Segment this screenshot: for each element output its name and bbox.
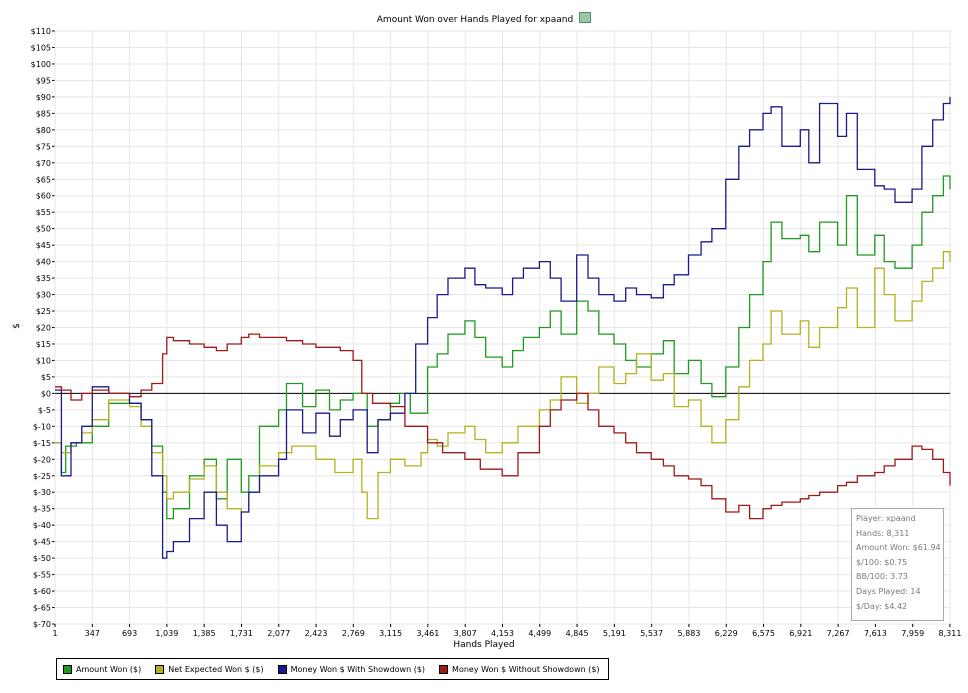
x-tick-label: 1,385: [193, 629, 216, 638]
legend-swatch: [155, 664, 165, 674]
y-tick-label: $15: [36, 340, 51, 349]
y-tick-label: $-40: [33, 521, 51, 530]
x-tick-label: 347: [85, 629, 100, 638]
chart-title: Amount Won over Hands Played for xpaand: [0, 12, 968, 25]
x-tick-label: 6,229: [715, 629, 738, 638]
series-line-2: [55, 251, 951, 520]
y-tick-label: $40: [36, 258, 51, 267]
series-line-3: [55, 96, 951, 559]
y-tick-label: $-70: [33, 620, 51, 629]
y-tick-label: $60: [36, 192, 51, 201]
x-tick-label: 5,883: [678, 629, 701, 638]
x-tick-label: 5,537: [640, 629, 663, 638]
x-tick-label: 3,807: [454, 629, 477, 638]
x-tick-label: 5,191: [603, 629, 626, 638]
x-tick-label: 6,921: [789, 629, 812, 638]
x-tick-label: 7,959: [901, 629, 924, 638]
y-tick-label: $110: [31, 27, 51, 36]
y-tick-label: $-10: [33, 422, 51, 431]
y-tick-label: $-5: [38, 406, 51, 415]
chart-options-icon[interactable]: [579, 12, 592, 23]
y-tick-label: $-65: [33, 604, 51, 613]
x-tick-label: 4,845: [566, 629, 589, 638]
y-tick-label: $95: [36, 76, 51, 85]
x-tick-label: 1,731: [230, 629, 253, 638]
stat-bb-100: BB/100: 3.73: [856, 572, 908, 582]
x-tick-label: 4,153: [491, 629, 514, 638]
y-tick-label: $75: [36, 142, 51, 151]
y-tick-label: $30: [36, 291, 51, 300]
y-tick-label: $55: [36, 208, 51, 217]
stat-player: Player: xpaand: [856, 514, 916, 523]
legend-swatch: [277, 664, 287, 674]
y-tick-label: $-45: [33, 538, 51, 547]
legend-item-without-showdown[interactable]: Money Won $ Without Showdown ($): [439, 664, 600, 674]
x-tick-label: 3,461: [416, 629, 439, 638]
legend-item-net-expected[interactable]: Net Expected Won $ ($): [155, 664, 264, 674]
y-tick-label: $-55: [33, 571, 51, 580]
x-tick-label: 1: [52, 629, 57, 638]
x-tick-label: 1,039: [155, 629, 178, 638]
x-tick-label: 7,613: [864, 629, 887, 638]
y-tick-label: $0: [41, 389, 51, 398]
y-axis-label: $: [11, 323, 22, 329]
y-tick-label: $-20: [33, 455, 51, 464]
stat-amount-won: Amount Won: $61.94: [856, 543, 941, 553]
y-tick-label: $-35: [33, 505, 51, 514]
y-tick-label: $-60: [33, 587, 51, 596]
y-tick-label: $85: [36, 109, 51, 118]
x-axis-label: Hands Played: [453, 640, 515, 650]
y-tick-label: $-30: [33, 488, 51, 497]
y-tick-label: $-50: [33, 554, 51, 563]
y-tick-label: $25: [36, 307, 51, 316]
x-tick-label: 7,267: [827, 629, 850, 638]
y-tick-label: $105: [31, 43, 51, 52]
x-tick-label: 8,311: [939, 629, 962, 638]
y-tick-label: $10: [36, 356, 51, 365]
y-tick-label: $20: [36, 324, 51, 333]
y-tick-label: $65: [36, 175, 51, 184]
x-tick-label: 2,769: [342, 629, 365, 638]
x-tick-label: 4,499: [528, 629, 551, 638]
x-tick-label: 693: [122, 629, 137, 638]
y-tick-label: $90: [36, 93, 51, 102]
y-tick-label: $35: [36, 274, 51, 283]
series-line-4: [55, 333, 951, 520]
chart-legend: Amount Won ($) Net Expected Won $ ($) Mo…: [56, 658, 609, 680]
stat-hands: Hands: 8,311: [856, 528, 910, 538]
stat-days-played: Days Played: 14: [856, 586, 921, 596]
y-tick-label: $-25: [33, 472, 51, 481]
x-tick-label: 6,575: [752, 629, 775, 638]
y-tick-label: $100: [31, 60, 51, 69]
y-tick-label: $-15: [33, 439, 51, 448]
y-tick-label: $5: [41, 373, 51, 382]
stat-per-100: $/100: $0.75: [856, 557, 908, 567]
y-tick-label: $45: [36, 241, 51, 250]
stat-per-day: $/Day: $4.42: [856, 601, 908, 611]
y-tick-label: $80: [36, 126, 51, 135]
player-stats-box: Player: xpaand Hands: 8,311 Amount Won: …: [851, 508, 944, 621]
legend-swatch: [63, 664, 72, 674]
x-tick-label: 3,115: [379, 629, 402, 638]
legend-item-with-showdown[interactable]: Money Won $ With Showdown ($): [277, 664, 425, 674]
y-tick-label: $50: [36, 225, 51, 234]
legend-swatch: [439, 664, 449, 674]
legend-item-amount-won[interactable]: Amount Won ($): [63, 664, 141, 674]
x-tick-label: 2,077: [267, 629, 290, 638]
y-tick-label: $70: [36, 159, 51, 168]
x-tick-label: 2,423: [305, 629, 328, 638]
